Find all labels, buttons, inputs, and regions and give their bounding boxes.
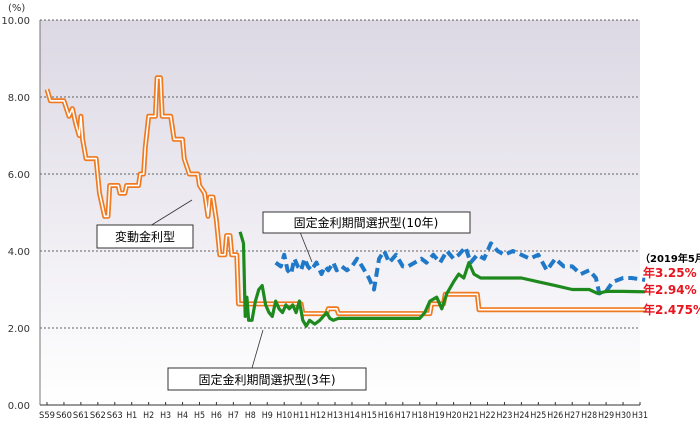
x-tick-label: H13 (327, 411, 343, 421)
x-tick-label: H18 (412, 411, 428, 421)
x-tick-label: H27 (564, 411, 580, 421)
x-tick-label: H7 (228, 411, 239, 421)
x-tick-label: H3 (160, 411, 171, 421)
x-tick-label: H12 (310, 411, 326, 421)
end-label-10y: 年3.25% (643, 265, 697, 280)
y-tick-label: 2.00 (8, 324, 30, 335)
y-axis-unit: (%) (8, 3, 25, 14)
x-tick-label: H28 (581, 411, 597, 421)
x-tick-label: H15 (361, 411, 377, 421)
x-tick-label: H29 (598, 411, 614, 421)
end-label-variable: 年2.475% (643, 302, 700, 317)
x-tick-label: H16 (378, 411, 394, 421)
x-tick-label: H25 (530, 411, 546, 421)
x-tick-label: H24 (513, 411, 529, 421)
label-3y: 固定金利期間選択型(3年) (199, 372, 336, 387)
x-tick-label: S61 (73, 411, 89, 421)
label-variable: 変動金利型 (115, 229, 175, 244)
x-tick-label: H17 (395, 411, 411, 421)
label-pointer (299, 231, 313, 263)
label-box-10y (262, 211, 471, 234)
x-tick-label: H19 (429, 411, 445, 421)
x-tick-label: H5 (194, 411, 205, 421)
x-tick-label: H31 (632, 411, 648, 421)
label-box-3y (167, 367, 367, 391)
x-tick-label: H23 (496, 411, 512, 421)
x-tick-label: H21 (463, 411, 479, 421)
x-tick-label: H8 (245, 411, 256, 421)
x-tick-label: H26 (547, 411, 563, 421)
x-tick-label: H30 (615, 411, 631, 421)
x-tick-label: H14 (344, 411, 360, 421)
x-tick-label: S63 (107, 411, 123, 421)
x-tick-label: H2 (143, 411, 154, 421)
x-tick-label: H6 (211, 411, 222, 421)
x-tick-label: H9 (262, 411, 273, 421)
x-tick-label: H22 (480, 411, 496, 421)
y-tick-label: 8.00 (8, 93, 30, 104)
x-tick-label: H10 (276, 411, 292, 421)
y-tick-label: 4.00 (8, 247, 30, 258)
x-tick-label: H20 (446, 411, 462, 421)
x-tick-label: S60 (56, 411, 72, 421)
x-tick-label: S59 (39, 411, 55, 421)
x-tick-label: H1 (126, 411, 137, 421)
series-line-10y (274, 241, 646, 296)
end-label-3y: 年2.94% (643, 282, 697, 297)
y-tick-label: 6.00 (8, 170, 30, 181)
label-10y: 固定金利期間選択型(10年) (294, 215, 439, 230)
x-tick-label: H11 (293, 411, 309, 421)
date-note: （2019年5月） (640, 252, 700, 265)
label-pointer (251, 329, 264, 369)
x-tick-label: S62 (90, 411, 106, 421)
y-tick-label: 10.00 (1, 16, 30, 27)
x-tick-label: H4 (177, 411, 188, 421)
y-tick-label: 0.00 (8, 401, 30, 412)
series-line-3y (238, 231, 646, 328)
label-box-variable (96, 224, 194, 249)
label-pointer (149, 199, 193, 227)
